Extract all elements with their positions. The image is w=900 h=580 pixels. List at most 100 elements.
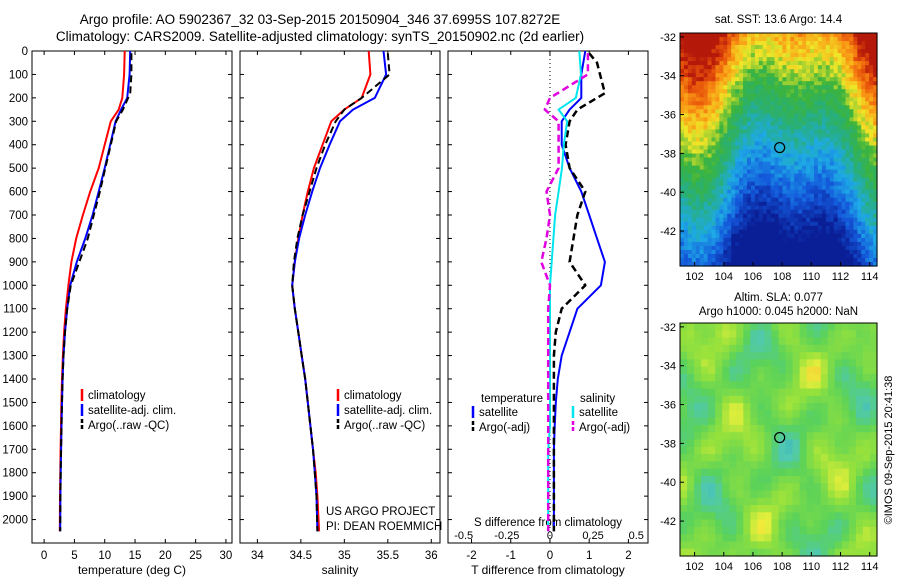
map-cell (869, 133, 874, 139)
map-cell (691, 49, 697, 54)
map-cell (739, 205, 744, 211)
map-cell (873, 157, 878, 163)
map-cell (680, 241, 685, 247)
map-cell (861, 245, 866, 251)
map-cell (813, 237, 819, 243)
map-cell (873, 217, 878, 223)
map-cell (727, 33, 732, 38)
map-cell (723, 33, 728, 38)
map-cell (873, 121, 878, 126)
map-cell (790, 129, 795, 135)
map-cell (806, 185, 811, 191)
map-cell (869, 548, 878, 557)
map-cell (719, 53, 724, 58)
map-cell (687, 137, 693, 143)
map-cell (834, 323, 843, 331)
map-cell (778, 344, 787, 353)
map-cell (711, 53, 717, 58)
map-cell (695, 133, 701, 139)
map-cell (806, 65, 811, 70)
map-cell (829, 121, 835, 126)
map-cell (719, 193, 724, 199)
map-cell (762, 241, 768, 247)
map-cell (729, 373, 737, 382)
map-cell (683, 137, 689, 143)
map-cell (869, 125, 874, 131)
map-cell (694, 359, 702, 368)
map-cell (695, 93, 701, 98)
map-cell (723, 81, 728, 86)
map-cell (853, 225, 858, 231)
map-cell (855, 417, 864, 426)
map-cell (869, 395, 878, 404)
map-cell (762, 217, 768, 223)
map-cell (833, 241, 839, 247)
map-cell (735, 225, 740, 231)
map-cell (855, 475, 864, 484)
map-cell (762, 49, 768, 54)
map-cell (715, 261, 720, 267)
map-cell (857, 49, 862, 54)
map-cell (869, 61, 874, 66)
map-cell (774, 161, 780, 167)
map-cell (762, 65, 768, 70)
map-cell (699, 89, 705, 94)
map-cell (764, 424, 773, 433)
map-cell (869, 217, 874, 223)
map-cell (754, 141, 760, 147)
legend-label: climatology (344, 390, 402, 402)
map-cell (683, 185, 689, 191)
map-cell (735, 41, 740, 46)
map-cell (680, 417, 688, 426)
map-cell (802, 237, 807, 243)
map-cell (719, 41, 724, 46)
map-cell (719, 249, 724, 255)
map-cell (774, 257, 780, 263)
map-cell (790, 105, 795, 110)
map-cell (680, 534, 688, 543)
map-cell (806, 105, 811, 110)
map-cell (827, 388, 836, 397)
map-cell (735, 193, 740, 199)
map-cell (790, 109, 795, 114)
map-cell (841, 417, 850, 426)
map-cell (683, 141, 689, 147)
map-cell (794, 137, 799, 143)
legend-title-t: temperature (481, 393, 543, 405)
map-cell (715, 129, 720, 135)
map-cell (827, 337, 836, 346)
map-cell (833, 129, 839, 135)
series-line-2-2 (291, 50, 388, 532)
map-cell (715, 37, 720, 42)
map-cell (694, 410, 702, 419)
map-cell (719, 89, 724, 94)
map-cell (750, 133, 756, 139)
map-cell (790, 137, 795, 143)
map-cell (680, 548, 688, 557)
map-cell (845, 145, 851, 151)
map-cell (701, 352, 709, 361)
map-cell (746, 185, 752, 191)
map-cell (810, 173, 815, 179)
map-cell (813, 497, 822, 506)
map-cell (841, 388, 850, 397)
map-cell (694, 432, 702, 441)
map-cell (806, 89, 811, 94)
map-cell (792, 381, 801, 390)
map-cell (739, 233, 744, 239)
map-cell (746, 93, 752, 98)
height-label: Argo h1000: 0.045 h2000: NaN (698, 306, 859, 318)
map-cell (855, 373, 864, 382)
map-cell (687, 69, 693, 74)
map-cell (834, 424, 843, 433)
map-cell (754, 117, 760, 122)
map-cell (743, 105, 748, 110)
map-cell (845, 41, 851, 46)
map-cell (845, 53, 851, 58)
map-cell (845, 81, 851, 86)
map-cell (695, 45, 701, 50)
map-cell (687, 381, 695, 390)
map-cell (754, 245, 760, 251)
map-cell (802, 189, 807, 195)
map-cell (695, 81, 701, 86)
